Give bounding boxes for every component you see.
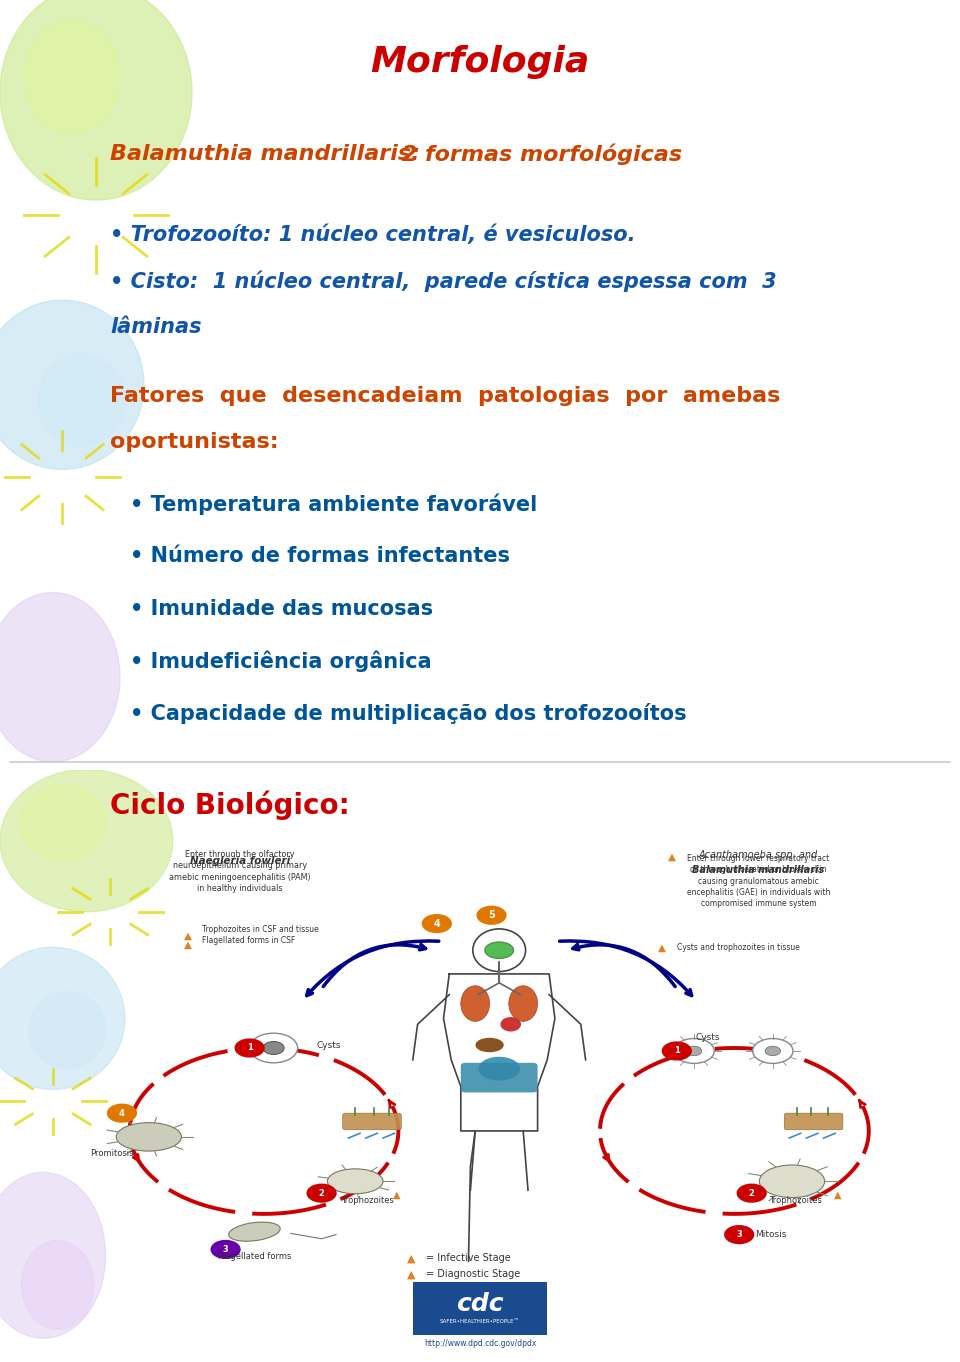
Text: = Diagnostic Stage: = Diagnostic Stage [426,1269,520,1279]
Text: oportunistas:: oportunistas: [110,433,279,452]
Ellipse shape [327,1169,383,1193]
Text: Cysts and trophozoites in tissue: Cysts and trophozoites in tissue [677,943,800,952]
Ellipse shape [479,1057,519,1080]
Ellipse shape [38,354,125,447]
Text: Acanthamoeba spp. and: Acanthamoeba spp. and [699,850,818,861]
FancyBboxPatch shape [784,1113,843,1129]
Text: ▲: ▲ [407,1253,415,1264]
Text: Enter through the olfactory
neuroepithelium causing primary
amebic meningoenceph: Enter through the olfactory neuroepithel… [169,850,311,893]
Text: • Trofozooíto: 1 núcleo central, é vesiculoso.: • Trofozooíto: 1 núcleo central, é vesic… [110,225,636,245]
Ellipse shape [476,1038,503,1051]
Ellipse shape [759,1165,825,1197]
Text: • Cisto:  1 núcleo central,  parede cística espessa com  3: • Cisto: 1 núcleo central, parede cístic… [110,270,777,291]
Circle shape [211,1241,240,1258]
Text: ▲: ▲ [659,943,666,952]
Circle shape [477,906,506,925]
Text: Fatores  que  desencadeiam  patologias  por  amebas: Fatores que desencadeiam patologias por … [110,387,780,406]
Text: 4: 4 [119,1109,125,1118]
Ellipse shape [250,1034,298,1062]
Text: Balamuthia mandrillaris: Balamuthia mandrillaris [692,865,825,876]
Text: Cysts: Cysts [696,1032,721,1042]
Text: Trophozoites in CSF and tissue
Flagellated forms in CSF: Trophozoites in CSF and tissue Flagellat… [202,925,319,945]
Ellipse shape [24,19,120,135]
Text: Ciclo Biológico:: Ciclo Biológico: [110,790,350,820]
Text: • Capacidade de multiplicação dos trofozooítos: • Capacidade de multiplicação dos trofoz… [130,703,686,723]
Text: ▲: ▲ [668,853,676,862]
Text: Mitosis: Mitosis [756,1230,787,1239]
Ellipse shape [473,929,526,971]
Circle shape [307,1184,336,1203]
Ellipse shape [19,785,106,861]
Text: Balamuthia mandrillaris:: Balamuthia mandrillaris: [110,144,420,163]
Ellipse shape [485,943,514,959]
Ellipse shape [765,1046,780,1056]
Text: 2: 2 [749,1189,755,1197]
Text: 1: 1 [674,1046,680,1056]
Text: ▲: ▲ [184,940,192,949]
Text: 2 formas morfológicas: 2 formas morfológicas [394,143,682,165]
FancyBboxPatch shape [461,1062,538,1092]
Ellipse shape [509,986,538,1022]
Text: 2: 2 [319,1189,324,1197]
Ellipse shape [461,986,490,1022]
Ellipse shape [29,992,106,1069]
Ellipse shape [116,1122,181,1151]
Text: • Temperatura ambiente favorável: • Temperatura ambiente favorável [130,493,537,515]
Ellipse shape [0,0,192,200]
Text: Cysts: Cysts [317,1041,342,1050]
Text: 1: 1 [247,1043,252,1053]
Circle shape [108,1105,136,1122]
Text: • Número de formas infectantes: • Número de formas infectantes [130,546,510,567]
Circle shape [422,915,451,933]
Ellipse shape [0,592,120,761]
Text: Enter through lower respiratory tract
or through ulcerated or broken skin
causin: Enter through lower respiratory tract or… [686,854,830,908]
Ellipse shape [0,300,144,470]
Text: Morfologia: Morfologia [371,45,589,79]
Text: 3: 3 [736,1230,742,1239]
FancyBboxPatch shape [413,1282,547,1335]
Ellipse shape [0,948,125,1090]
Text: SAFER•HEALTHIER•PEOPLE™: SAFER•HEALTHIER•PEOPLE™ [440,1320,520,1324]
Ellipse shape [0,1173,106,1339]
Text: cdc: cdc [456,1293,504,1316]
Text: • Imunidade das mucosas: • Imunidade das mucosas [130,599,433,618]
Ellipse shape [263,1042,284,1054]
Text: ▲: ▲ [184,930,192,940]
Text: Flagellated forms: Flagellated forms [218,1252,291,1261]
Ellipse shape [753,1038,793,1064]
Circle shape [725,1226,754,1244]
Text: • Imudeficiência orgânica: • Imudeficiência orgânica [130,650,431,671]
Text: 4: 4 [433,918,441,929]
Text: ▲: ▲ [407,1269,415,1279]
Ellipse shape [228,1222,280,1241]
Circle shape [737,1184,766,1203]
Text: 3: 3 [223,1245,228,1254]
Ellipse shape [501,1017,520,1031]
Text: Naegleria fowleri: Naegleria fowleri [190,857,290,866]
Ellipse shape [21,1241,94,1329]
Text: 5: 5 [488,910,495,921]
Ellipse shape [686,1046,702,1056]
Text: Trophozoites: Trophozoites [769,1196,822,1205]
Ellipse shape [674,1038,714,1064]
Text: http://www.dpd.cdc.gov/dpdx: http://www.dpd.cdc.gov/dpdx [423,1339,537,1347]
Ellipse shape [0,770,173,911]
FancyBboxPatch shape [343,1113,401,1129]
Text: = Infective Stage: = Infective Stage [426,1253,511,1264]
Text: lâminas: lâminas [110,317,202,336]
Text: ▲: ▲ [834,1190,842,1200]
Text: ▲: ▲ [393,1190,400,1200]
Text: Trophozoites: Trophozoites [341,1196,394,1205]
Circle shape [235,1039,264,1057]
Circle shape [662,1042,691,1060]
Text: Promitosis: Promitosis [90,1150,134,1158]
